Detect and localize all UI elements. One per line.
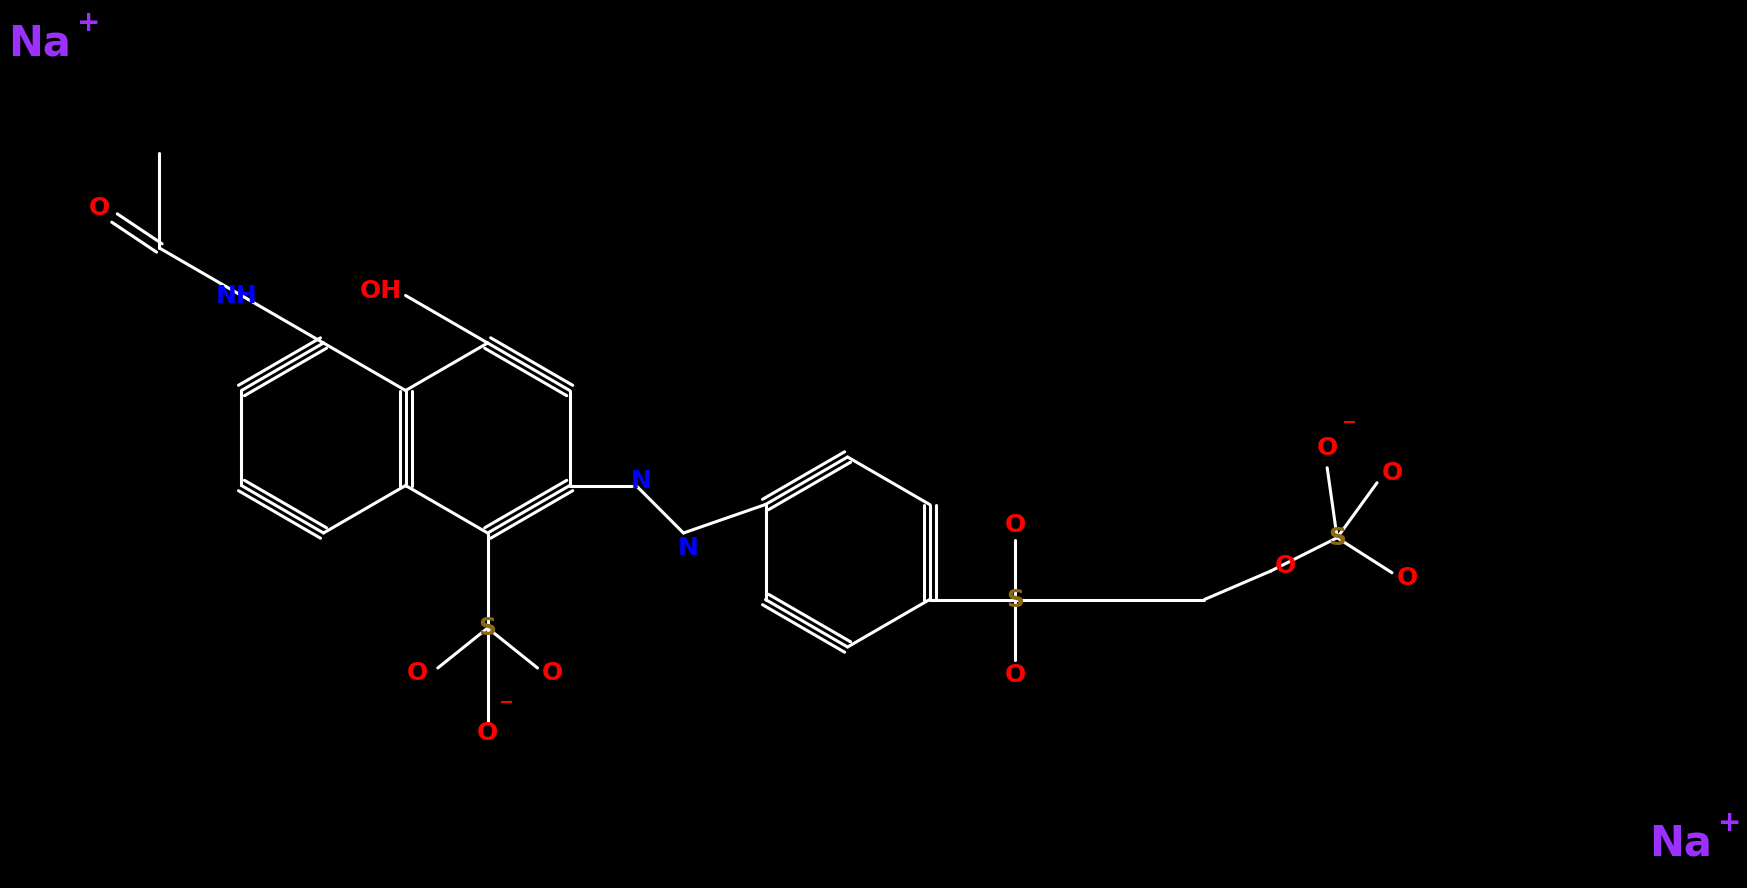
Text: O: O: [1382, 461, 1403, 485]
Text: O: O: [407, 661, 428, 685]
Text: O: O: [542, 661, 563, 685]
Text: S: S: [479, 616, 496, 640]
Text: O: O: [89, 196, 110, 220]
Text: N: N: [678, 536, 699, 560]
Text: S: S: [1328, 526, 1347, 550]
Text: Na: Na: [1649, 822, 1712, 864]
Text: NH: NH: [215, 283, 257, 307]
Text: O: O: [1005, 662, 1025, 686]
Text: O: O: [1317, 436, 1338, 460]
Text: S: S: [1006, 588, 1024, 612]
Text: O: O: [1005, 512, 1025, 536]
Text: O: O: [1275, 554, 1296, 578]
Text: +: +: [1719, 809, 1742, 837]
Text: OH: OH: [360, 279, 402, 303]
Text: N: N: [631, 469, 652, 493]
Text: −: −: [1342, 414, 1357, 432]
Text: O: O: [1396, 566, 1417, 590]
Text: Na: Na: [7, 22, 70, 64]
Text: −: −: [498, 694, 514, 712]
Text: O: O: [477, 721, 498, 745]
Text: +: +: [77, 9, 101, 37]
